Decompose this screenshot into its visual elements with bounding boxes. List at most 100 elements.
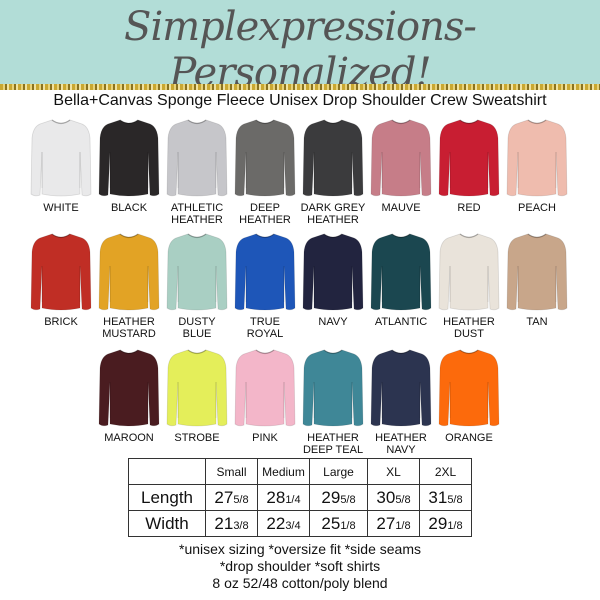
measurement-cell: 295/8 (309, 484, 368, 511)
color-label: MAROON (104, 432, 154, 444)
row-label: Width (128, 510, 206, 537)
color-swatch: ORANGE (435, 348, 503, 444)
size-header: Large (309, 458, 368, 485)
sweatshirt-icon (438, 119, 500, 197)
length-row: Length 275/8 281/4 295/8 305/8 315/8 (128, 484, 472, 511)
color-label: HEATHER DUST (443, 316, 495, 340)
color-swatch: DUSTY BLUE (163, 232, 231, 340)
fraction-inches: 1/8 (395, 519, 411, 532)
color-label: STROBE (174, 432, 220, 444)
sweatshirt-icon (438, 349, 500, 427)
fraction-inches: 1/8 (340, 519, 356, 532)
size-header-row: Small Medium Large XL 2XL (128, 458, 472, 485)
size-header: Small (205, 458, 258, 485)
fraction-inches: 1/4 (285, 493, 301, 506)
color-swatch: TRUE ROYAL (231, 232, 299, 340)
color-label: HEATHER DEEP TEAL (302, 432, 364, 456)
color-swatch: HEATHER NAVY (367, 348, 435, 456)
sweatshirt-icon (166, 349, 228, 427)
color-swatch: ATLANTIC (367, 232, 435, 328)
whole-inches: 30 (376, 487, 396, 507)
measurement-cell: 223/4 (257, 510, 310, 537)
sweatshirt-icon (370, 119, 432, 197)
measurement-cell: 251/8 (309, 510, 368, 537)
color-swatch: PINK (231, 348, 299, 444)
sweatshirt-icon (166, 233, 228, 311)
color-label: BRICK (44, 316, 78, 328)
sweatshirt-icon (234, 349, 296, 427)
brand-title: Simplexpressions- Personalized! (124, 4, 477, 96)
note-line: *unisex sizing *oversize fit *side seams (179, 541, 421, 557)
sweatshirt-icon (234, 233, 296, 311)
color-swatch: ATHLETIC HEATHER (163, 118, 231, 226)
color-label: BLACK (110, 202, 148, 214)
color-label: DUSTY BLUE (178, 316, 216, 340)
measurement-cell: 305/8 (367, 484, 420, 511)
header-banner: Simplexpressions- Personalized! (0, 0, 600, 96)
row-label: Length (128, 484, 206, 511)
color-label: NAVY (318, 316, 348, 328)
measurement-cell: 213/8 (205, 510, 258, 537)
width-row: Width 213/8 223/4 251/8 271/8 291/8 (128, 510, 472, 537)
note-line: *drop shoulder *soft shirts (219, 558, 381, 574)
color-swatch: TAN (503, 232, 571, 328)
gold-glitter-divider (0, 84, 600, 90)
color-label: PEACH (518, 202, 556, 214)
fraction-inches: 3/8 (233, 519, 249, 532)
color-swatch: HEATHER MUSTARD (95, 232, 163, 340)
fraction-inches: 1/8 (447, 519, 463, 532)
color-label: HEATHER NAVY (375, 432, 427, 456)
sweatshirt-icon (506, 233, 568, 311)
fraction-inches: 5/8 (447, 493, 463, 506)
corner-cell (128, 458, 206, 485)
color-label: TRUE ROYAL (246, 316, 284, 340)
color-swatch: DARK GREY HEATHER (299, 118, 367, 226)
sweatshirt-icon (438, 233, 500, 311)
whole-inches: 21 (214, 513, 234, 533)
fraction-inches: 5/8 (395, 493, 411, 506)
sweatshirt-icon (30, 119, 92, 197)
whole-inches: 25 (321, 513, 341, 533)
color-label: ATLANTIC (374, 316, 428, 328)
size-header: XL (367, 458, 420, 485)
sweatshirt-icon (98, 349, 160, 427)
color-swatch: PEACH (503, 118, 571, 214)
product-notes: *unisex sizing *oversize fit *side seams… (0, 541, 600, 592)
fraction-inches: 3/4 (285, 519, 301, 532)
color-swatch: HEATHER DEEP TEAL (299, 348, 367, 456)
product-title: Bella+Canvas Sponge Fleece Unisex Drop S… (53, 92, 547, 109)
color-label: MAUVE (381, 202, 421, 214)
sweatshirt-icon (370, 349, 432, 427)
sweatshirt-icon (234, 119, 296, 197)
measurement-cell: 271/8 (367, 510, 420, 537)
sweatshirt-icon (302, 233, 364, 311)
size-header: 2XL (419, 458, 472, 485)
whole-inches: 31 (428, 487, 448, 507)
fraction-inches: 5/8 (340, 493, 356, 506)
color-label: TAN (526, 316, 548, 328)
measurement-cell: 281/4 (257, 484, 310, 511)
whole-inches: 29 (428, 513, 448, 533)
color-swatch: MAROON (95, 348, 163, 444)
color-swatch: BLACK (95, 118, 163, 214)
measurement-cell: 275/8 (205, 484, 258, 511)
color-label: WHITE (43, 202, 79, 214)
size-header: Medium (257, 458, 310, 485)
color-label: DEEP HEATHER (239, 202, 291, 226)
whole-inches: 27 (214, 487, 234, 507)
sweatshirt-icon (30, 233, 92, 311)
whole-inches: 29 (321, 487, 341, 507)
whole-inches: 28 (266, 487, 286, 507)
color-label: HEATHER MUSTARD (102, 316, 156, 340)
sweatshirt-icon (98, 119, 160, 197)
color-label: ATHLETIC HEATHER (170, 202, 224, 226)
sweatshirt-icon (506, 119, 568, 197)
color-swatch: MAUVE (367, 118, 435, 214)
color-label: ORANGE (445, 432, 493, 444)
size-table: Small Medium Large XL 2XL Length 275/8 281… (128, 458, 472, 537)
color-swatch: RED (435, 118, 503, 214)
sweatshirt-icon (98, 233, 160, 311)
color-swatch: BRICK (27, 232, 95, 328)
color-swatch: STROBE (163, 348, 231, 444)
color-swatch: WHITE (27, 118, 95, 214)
